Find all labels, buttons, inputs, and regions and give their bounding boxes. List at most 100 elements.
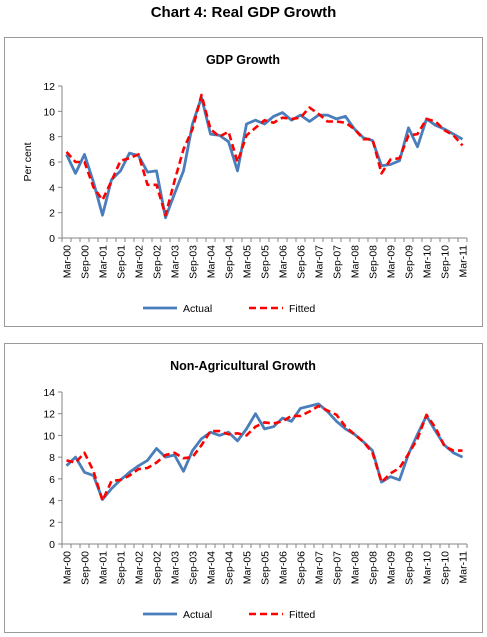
data-point [255,127,256,128]
legend-label-actual: Actual [183,303,212,315]
x-tick-label: Sep-07 [332,551,344,585]
data-point [165,454,166,455]
data-point [192,129,193,130]
x-tick-label: Sep-05 [260,245,272,279]
data-point [453,450,454,451]
data-point [237,440,238,441]
y-tick-label: 12 [43,81,55,93]
data-point [462,457,463,458]
data-point [264,123,265,124]
data-point [183,471,184,472]
series-points-actual [66,403,463,500]
data-point [111,180,112,181]
x-tick-label: Mar-01 [98,551,110,584]
data-point [219,136,220,137]
data-point [84,472,85,473]
x-tick-label: Mar-04 [206,551,218,584]
data-point [273,122,274,123]
x-tick-label: Mar-05 [242,245,254,278]
y-tick-label: 8 [49,452,55,464]
x-tick-label: Mar-06 [278,551,290,584]
x-tick-label: Mar-08 [350,551,362,584]
data-point [120,160,121,161]
data-point [228,131,229,132]
data-point [273,426,274,427]
legend-label-fitted: Fitted [289,609,315,621]
x-tick-label: Sep-02 [152,551,164,585]
data-point [111,179,112,180]
x-tick-label: Mar-11 [458,551,470,584]
chart-title: Non-Agricultural Growth [170,359,316,373]
x-tick-label: Mar-07 [314,245,326,278]
y-tick-label: 0 [49,233,55,245]
data-point [453,135,454,136]
data-point [255,120,256,121]
data-point [192,450,193,451]
data-point [291,415,292,416]
x-tick-label: Sep-09 [404,551,416,585]
data-point [390,164,391,165]
data-point [183,458,184,459]
data-point [102,215,103,216]
x-tick-label: Sep-01 [116,551,128,585]
legend-label-actual: Actual [183,609,212,621]
data-point [282,421,283,422]
data-point [129,158,130,159]
x-tick-label: Mar-03 [170,245,182,278]
data-point [354,434,355,435]
y-tick-label: 14 [43,387,55,399]
x-tick-label: Sep-01 [116,245,128,279]
data-point [372,140,373,141]
data-point [129,153,130,154]
data-point [462,145,463,146]
data-point [75,173,76,174]
data-point [462,450,463,451]
data-point [237,170,238,171]
data-point [201,445,202,446]
data-point [417,134,418,135]
data-point [273,116,274,117]
data-point [156,448,157,449]
x-tick-label: Sep-03 [188,245,200,279]
x-tick-label: Mar-02 [134,245,146,278]
data-point [93,187,94,188]
data-point [372,450,373,451]
data-point [147,184,148,185]
x-tick-label: Sep-02 [152,245,164,279]
legend-label-fitted: Fitted [289,303,315,315]
data-point [291,118,292,119]
data-point [453,134,454,135]
data-point [183,170,184,171]
data-point [210,134,211,135]
y-tick-label: 4 [49,496,55,508]
data-point [453,452,454,453]
y-tick-label: 10 [43,106,55,118]
data-point [300,117,301,118]
data-point [435,121,436,122]
x-tick-label: Mar-11 [458,245,470,278]
data-point [264,428,265,429]
data-point [399,467,400,468]
data-point [246,123,247,124]
data-point [174,193,175,194]
x-tick-label: Mar-00 [62,245,74,278]
data-point [390,473,391,474]
series-line-actual [65,96,464,220]
data-point [399,160,400,161]
data-point [228,434,229,435]
data-point [228,141,229,142]
x-tick-label: Sep-09 [404,245,416,279]
data-point [138,469,139,470]
x-tick-label: Mar-03 [170,551,182,584]
x-tick-label: Mar-09 [386,245,398,278]
data-point [345,428,346,429]
data-point [282,112,283,113]
x-tick-label: Mar-09 [386,551,398,584]
x-tick-label: Mar-00 [62,551,74,584]
y-tick-label: 2 [49,208,55,220]
y-axis-label: Per cent [22,142,34,181]
data-point [390,159,391,160]
data-point [435,427,436,428]
data-point [102,199,103,200]
gdp-growth-chart: GDP Growth 0 2 4 6 8 10 12 Per cent Mar-00 Sep-00 M… [22,53,470,315]
